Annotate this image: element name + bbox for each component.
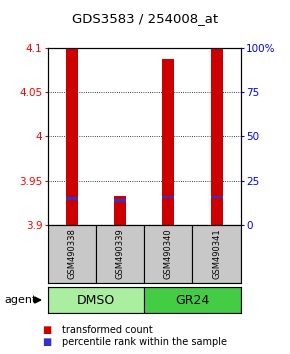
Bar — [211, 195, 223, 198]
Text: ■: ■ — [42, 325, 51, 335]
Text: ■: ■ — [42, 337, 51, 347]
Bar — [162, 195, 174, 198]
Bar — [48, 225, 96, 283]
Bar — [96, 225, 144, 283]
Bar — [66, 48, 78, 225]
Text: percentile rank within the sample: percentile rank within the sample — [62, 337, 227, 347]
Text: GSM490339: GSM490339 — [116, 229, 125, 279]
Text: DMSO: DMSO — [77, 293, 115, 307]
Bar — [193, 225, 241, 283]
Bar — [114, 195, 126, 225]
Bar — [48, 287, 144, 313]
Text: GSM490340: GSM490340 — [164, 229, 173, 279]
Bar — [114, 199, 126, 202]
Bar — [144, 287, 241, 313]
Bar — [211, 48, 223, 225]
Bar — [66, 198, 78, 200]
Text: GDS3583 / 254008_at: GDS3583 / 254008_at — [72, 12, 218, 25]
Text: GR24: GR24 — [175, 293, 210, 307]
Bar — [144, 225, 193, 283]
Text: agent: agent — [4, 295, 37, 305]
Text: GSM490341: GSM490341 — [212, 229, 221, 279]
Bar — [162, 59, 174, 225]
Text: GSM490338: GSM490338 — [68, 229, 77, 279]
Text: transformed count: transformed count — [62, 325, 153, 335]
